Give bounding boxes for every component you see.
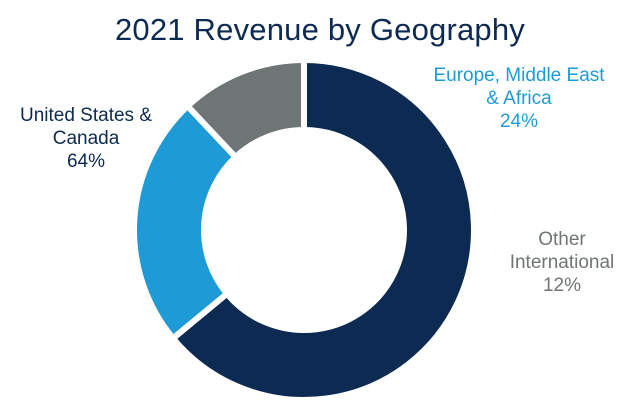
slice-value-label: 12% [542, 275, 582, 296]
slice-label-line: Canada [52, 128, 120, 149]
slice-label-line: United States & [19, 105, 153, 126]
slice-label-line: Europe, Middle East [433, 65, 605, 86]
slice-label-line: International [509, 252, 615, 273]
slice-label-line: & Africa [486, 88, 552, 109]
slice-value-label: 64% [66, 151, 106, 172]
slice-us-canada [168, 56, 477, 403]
slice-other-international [183, 56, 307, 162]
slice-label-line: Other [538, 229, 586, 250]
slice-emea [131, 101, 240, 343]
slice-value-label: 24% [499, 111, 539, 132]
chart-title: 2021 Revenue by Geography [114, 12, 525, 47]
slice-label-us-canada: United States & Canada 64% [6, 104, 166, 173]
slice-label-emea: Europe, Middle East & Africa 24% [414, 64, 624, 133]
slice-label-other-international: Other International 12% [488, 228, 636, 297]
